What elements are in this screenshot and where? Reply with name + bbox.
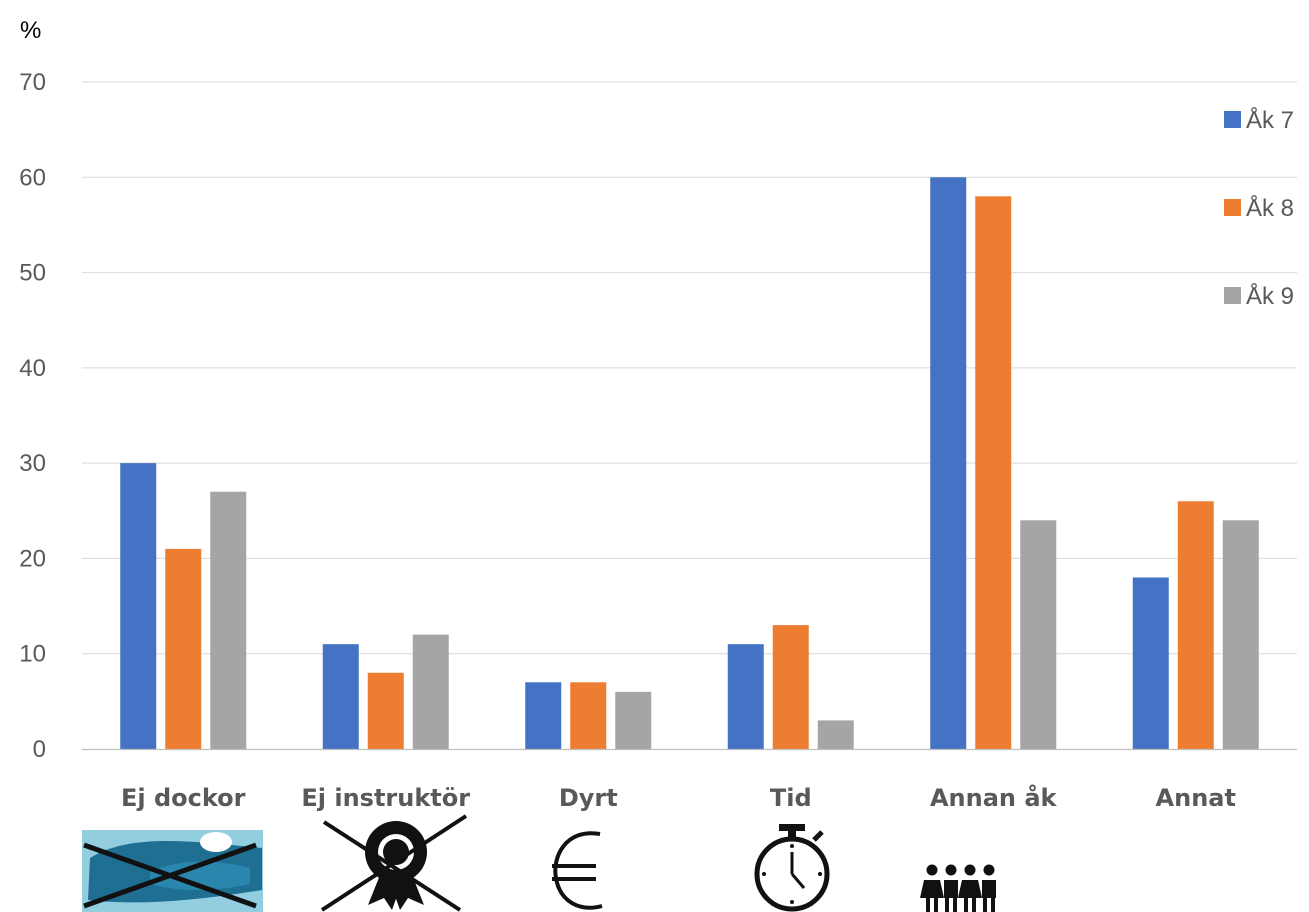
category-label: Ej dockor bbox=[121, 784, 246, 812]
bar-åk-9-0 bbox=[210, 492, 246, 749]
legend-label: Åk 8 bbox=[1246, 194, 1294, 222]
bar-åk-8-3 bbox=[773, 625, 809, 749]
legend-swatch bbox=[1224, 111, 1241, 128]
bar-åk-8-0 bbox=[165, 549, 201, 749]
y-tick-label: 10 bbox=[19, 641, 46, 668]
y-tick-label: 0 bbox=[33, 736, 46, 763]
bar-åk-8-2 bbox=[570, 682, 606, 749]
y-tick-label: 30 bbox=[19, 450, 46, 477]
category-label: Tid bbox=[770, 784, 812, 812]
y-tick-label: 50 bbox=[19, 260, 46, 287]
bar-åk-7-4 bbox=[930, 177, 966, 749]
y-tick-label: 20 bbox=[19, 545, 46, 572]
y-axis-unit-label: % bbox=[20, 17, 41, 44]
legend: Åk 7 Åk 8 Åk 9 bbox=[1224, 106, 1294, 310]
group-of-people-icon bbox=[920, 865, 996, 912]
legend-swatch bbox=[1224, 199, 1241, 216]
bar-åk-9-1 bbox=[413, 635, 449, 749]
bar-åk-9-4 bbox=[1020, 520, 1056, 749]
euro-icon bbox=[552, 833, 602, 907]
category-label: Annan åk bbox=[930, 783, 1058, 812]
bar-åk-7-2 bbox=[525, 682, 561, 749]
legend-label: Åk 9 bbox=[1246, 282, 1294, 310]
y-tick-label: 40 bbox=[19, 355, 46, 382]
bar-åk-7-3 bbox=[728, 644, 764, 749]
crossed-out-manikin-icon bbox=[82, 830, 263, 912]
bar-åk-9-2 bbox=[615, 692, 651, 749]
bar-åk-8-5 bbox=[1178, 501, 1214, 749]
legend-swatch bbox=[1224, 287, 1241, 304]
bar-åk-9-3 bbox=[818, 720, 854, 749]
bar-åk-7-5 bbox=[1133, 577, 1169, 749]
bar-åk-7-1 bbox=[323, 644, 359, 749]
category-label: Dyrt bbox=[559, 784, 618, 812]
y-axis-tick-labels: 0 10 20 30 40 50 60 70 bbox=[19, 69, 46, 763]
bar-åk-7-0 bbox=[120, 463, 156, 749]
bar-åk-9-5 bbox=[1223, 520, 1259, 749]
bar-åk-8-4 bbox=[975, 196, 1011, 749]
stopwatch-icon bbox=[757, 824, 827, 909]
gridlines bbox=[82, 82, 1297, 654]
legend-label: Åk 7 bbox=[1246, 106, 1294, 134]
crossed-out-award-ribbon-icon bbox=[322, 816, 466, 910]
category-labels: Ej dockor Ej instruktör Dyrt Tid Annan åk Ann… bbox=[121, 783, 1236, 812]
category-label: Ej instruktör bbox=[301, 784, 470, 812]
y-tick-label: 70 bbox=[19, 69, 46, 96]
bar-åk-8-1 bbox=[368, 673, 404, 749]
y-tick-label: 60 bbox=[19, 164, 46, 191]
category-label: Annat bbox=[1156, 784, 1236, 812]
